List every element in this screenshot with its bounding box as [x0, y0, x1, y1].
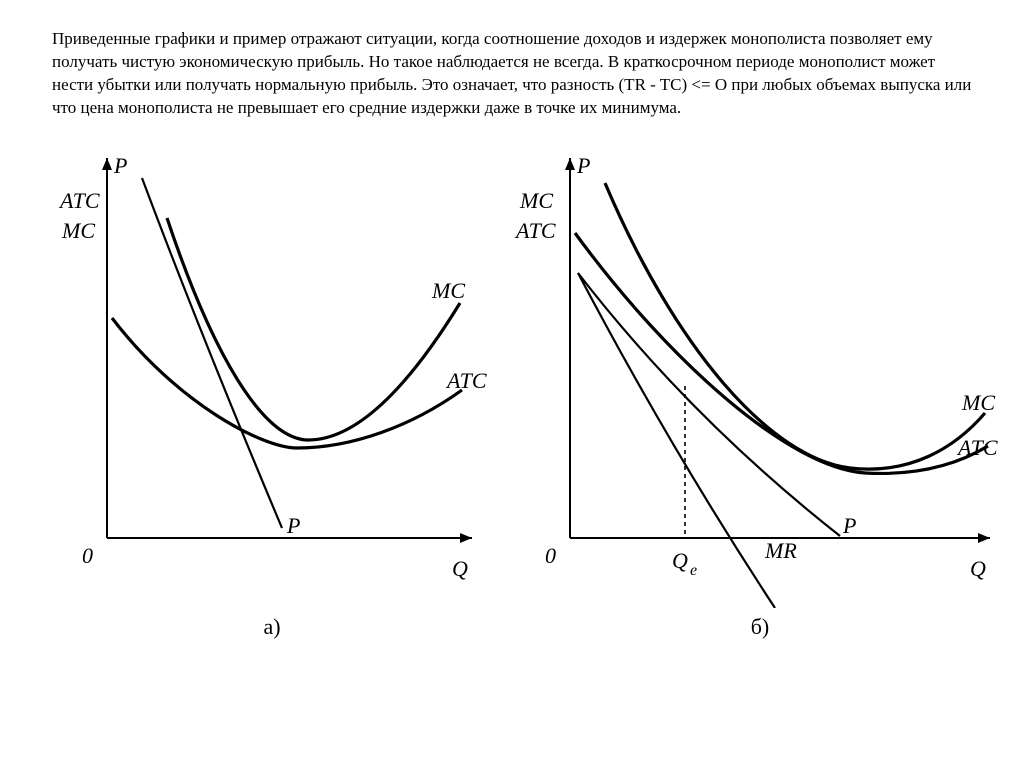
chart-a-wrap: P ATC MC 0 Q MC ATC P а): [52, 138, 492, 640]
chart-a-caption: а): [263, 614, 280, 640]
chart-b-y-label-atc: ATC: [514, 218, 556, 243]
chart-a-y-label-mc: MC: [61, 218, 95, 243]
chart-b-wrap: P MC ATC 0 Q MC ATC P MR Q e б): [510, 138, 1010, 640]
chart-a-p-label: P: [286, 513, 300, 538]
chart-b-mr-label: MR: [764, 538, 797, 563]
chart-b-mc-label: MC: [961, 390, 995, 415]
chart-a-demand-curve: [142, 178, 282, 528]
charts-row: P ATC MC 0 Q MC ATC P а): [52, 138, 972, 640]
chart-a-atc-curve: [112, 318, 462, 448]
chart-a-atc-label: ATC: [445, 368, 487, 393]
chart-a-y-label-p: P: [113, 153, 127, 178]
chart-a: P ATC MC 0 Q MC ATC P: [52, 138, 492, 608]
chart-b-y-label-mc: MC: [519, 188, 553, 213]
chart-b-x-label-q: Q: [970, 556, 986, 581]
chart-a-origin-label: 0: [82, 543, 93, 568]
chart-b-demand-curve: [578, 273, 840, 536]
chart-b-qe-sub: e: [690, 562, 697, 579]
chart-a-y-label-atc: ATC: [58, 188, 100, 213]
chart-a-mc-label: MC: [431, 278, 465, 303]
chart-a-axes: [102, 158, 472, 543]
chart-a-mc-curve: [167, 218, 460, 440]
chart-b-atc-label: ATC: [956, 435, 998, 460]
chart-b-p-label: P: [842, 513, 856, 538]
chart-a-x-label-q: Q: [452, 556, 468, 581]
chart-b-qe-label: Q: [672, 548, 688, 573]
intro-paragraph: Приведенные графики и пример отражают си…: [52, 28, 972, 120]
chart-b-origin-label: 0: [545, 543, 556, 568]
chart-b-caption: б): [751, 614, 770, 640]
chart-b-y-label-p: P: [576, 153, 590, 178]
chart-b: P MC ATC 0 Q MC ATC P MR Q e: [510, 138, 1010, 608]
